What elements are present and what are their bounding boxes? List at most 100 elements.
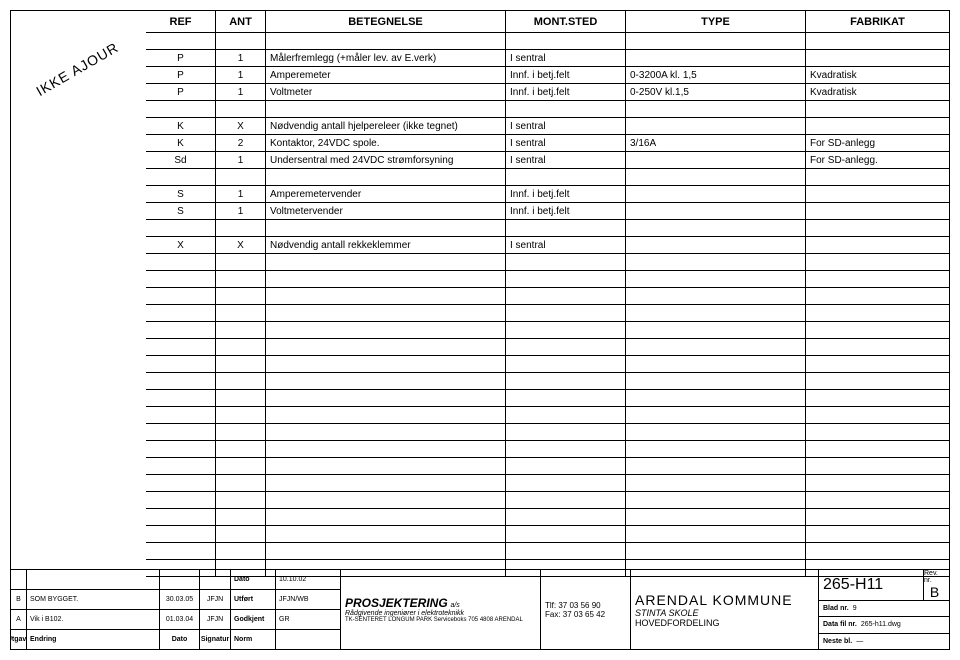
cell [266, 424, 506, 440]
cell [626, 33, 806, 49]
next-sheet-row: Neste bl. — [819, 634, 949, 649]
cell [266, 441, 506, 457]
rev-sig: JFJN [200, 590, 230, 609]
file-label: Data fil nr. [823, 621, 857, 628]
cell [806, 509, 949, 525]
col-ant: ANT [216, 11, 266, 32]
cell [626, 322, 806, 338]
table-row [146, 441, 949, 458]
cell [806, 254, 949, 270]
cell [806, 458, 949, 474]
table-row [146, 305, 949, 322]
approve-val: JFJN/WB [276, 590, 340, 609]
cell: X [146, 237, 216, 253]
table-row [146, 509, 949, 526]
cell [626, 526, 806, 542]
cell [506, 390, 626, 406]
cell [266, 526, 506, 542]
cell [806, 475, 949, 491]
cell: 1 [216, 152, 266, 168]
cell [216, 169, 266, 185]
cell [266, 169, 506, 185]
rev-h-sig: Signatur [200, 630, 230, 649]
rev-h-desc: Endring [27, 630, 160, 649]
company-address: TK-SENTERET LONGUM PARK Serviceboks 705 … [345, 617, 536, 623]
cell [626, 101, 806, 117]
cell [806, 203, 949, 219]
cell [216, 254, 266, 270]
cell: 1 [216, 186, 266, 202]
approve-label: Dato [231, 570, 276, 589]
cell [266, 33, 506, 49]
table-row: XXNødvendig antall rekkeklemmerI sentral [146, 237, 949, 254]
cell [146, 322, 216, 338]
col-type: TYPE [626, 11, 806, 32]
cell [806, 101, 949, 117]
cell [626, 237, 806, 253]
cell [626, 356, 806, 372]
rev-sig: JFJN [200, 610, 230, 629]
revision-row [11, 570, 230, 590]
cell: I sentral [506, 118, 626, 134]
cell [266, 356, 506, 372]
cell [806, 186, 949, 202]
contact-block: Tlf: 37 03 56 90 Fax: 37 03 65 42 [541, 570, 631, 649]
approve-row: Norm [231, 630, 340, 649]
sheet-number-row: Blad nr. 9 [819, 601, 949, 617]
approve-label: Godkjent [231, 610, 276, 629]
revision-header: Utgave Endring Dato Signatur [11, 630, 230, 649]
rev-label: Rev. nr. [924, 570, 945, 584]
cell [806, 33, 949, 49]
cell [146, 254, 216, 270]
cell [216, 492, 266, 508]
cell [266, 339, 506, 355]
table-row: P1AmperemeterInnf. i betj.felt0-3200A kl… [146, 67, 949, 84]
table-row: P1Målerfremlegg (+måler lev. av E.verk)I… [146, 50, 949, 67]
cell [216, 339, 266, 355]
cell [216, 458, 266, 474]
project-block: ARENDAL KOMMUNE STINTA SKOLE HOVEDFORDEL… [631, 570, 819, 649]
cell [216, 33, 266, 49]
cell: Innf. i betj.felt [506, 203, 626, 219]
cell: Nødvendig antall rekkeklemmer [266, 237, 506, 253]
table-row [146, 254, 949, 271]
table-row [146, 101, 949, 118]
cell [216, 475, 266, 491]
company-block: PROSJEKTERING a/s Rådgivende ingeniører … [341, 570, 541, 649]
cell [806, 322, 949, 338]
cell [626, 220, 806, 236]
table-row [146, 424, 949, 441]
cell [806, 169, 949, 185]
cell [806, 288, 949, 304]
cell: 0-250V kl.1,5 [626, 84, 806, 100]
cell [146, 169, 216, 185]
cell: Amperemetervender [266, 186, 506, 202]
cell [216, 543, 266, 559]
cell [266, 271, 506, 287]
cell [216, 509, 266, 525]
cell [806, 492, 949, 508]
table-row: P1VoltmeterInnf. i betj.felt0-250V kl.1,… [146, 84, 949, 101]
cell [146, 33, 216, 49]
table-row [146, 33, 949, 50]
table-row [146, 458, 949, 475]
cell [146, 424, 216, 440]
file-value: 265-h11.dwg [861, 621, 901, 628]
cell: I sentral [506, 50, 626, 66]
cell [506, 169, 626, 185]
cell [216, 407, 266, 423]
approve-val [276, 630, 340, 649]
cell [146, 475, 216, 491]
cell: Sd [146, 152, 216, 168]
cell [266, 220, 506, 236]
cell [626, 305, 806, 321]
cell: For SD-anlegg [806, 135, 949, 151]
cell [506, 458, 626, 474]
cell [146, 339, 216, 355]
rev-date: 01.03.04 [160, 610, 200, 629]
rev-sig [200, 570, 230, 589]
cell: 1 [216, 50, 266, 66]
cell [146, 509, 216, 525]
approve-val: GR [276, 610, 340, 629]
cell [216, 220, 266, 236]
